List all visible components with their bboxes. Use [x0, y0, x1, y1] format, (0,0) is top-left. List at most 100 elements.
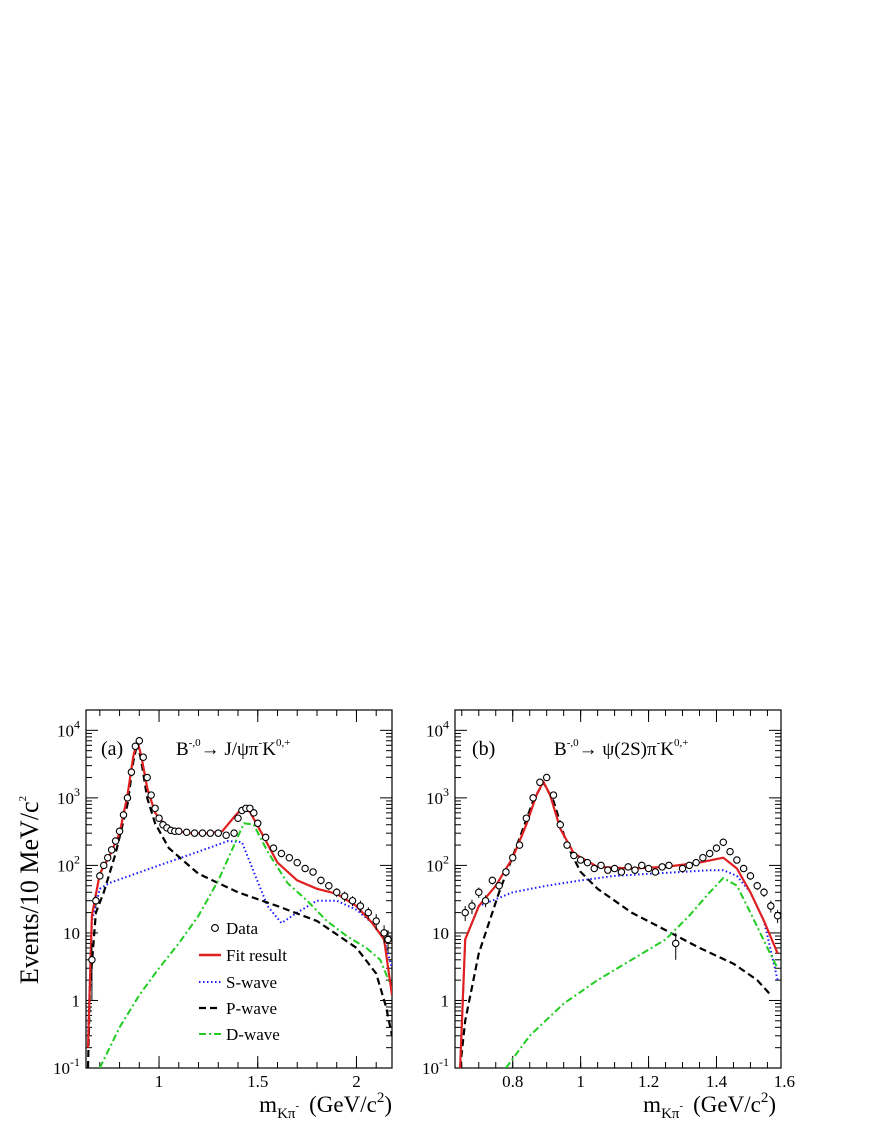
- legend-dwave-label: D-wave: [226, 1025, 280, 1044]
- panel-b-data-point: [576, 856, 585, 864]
- panel-b-data-point: [773, 911, 781, 920]
- panel-b-data-point: [739, 864, 748, 873]
- panel-a-data-point: [143, 773, 151, 782]
- panel-b-data-point: [536, 778, 544, 787]
- y-tick-label: 104: [426, 717, 449, 740]
- panel-b-data-point: [461, 908, 469, 917]
- panel-a-tag: (a): [101, 738, 123, 760]
- panel-a-data-point: [119, 811, 128, 819]
- panel-b-data-point: [502, 868, 510, 876]
- y-tick-label: 10-1: [422, 1055, 449, 1078]
- panel-a-data-point: [175, 827, 183, 836]
- panel-a-data-point: [107, 846, 116, 854]
- x-tick-label: 0.8: [502, 1072, 523, 1091]
- panel-a-data-point: [103, 853, 112, 862]
- panel-a-data-point: [348, 896, 357, 905]
- panel-a-data-point: [198, 829, 207, 837]
- panel-b-data-point: [767, 902, 775, 910]
- legend-item-dwave: D-wave: [199, 1025, 280, 1044]
- panel-b-data-point: [508, 853, 517, 862]
- y-tick-label: 10-1: [53, 1055, 80, 1078]
- panel-a-plot-area: [86, 737, 392, 1068]
- y-tick-label: 1: [72, 991, 81, 1010]
- panel-a-data-point: [131, 742, 140, 751]
- panel-a-data-point: [127, 768, 136, 776]
- x-tick-label: 1: [155, 1072, 164, 1091]
- legend-item-data: Data: [211, 919, 259, 938]
- panel-b-data-point: [563, 841, 571, 849]
- panel-b-data-point: [529, 794, 537, 802]
- panel-b-data-point: [495, 881, 503, 890]
- panel-b-data-point: [705, 849, 714, 858]
- panel-b-frame: [454, 709, 782, 1069]
- panel-b-data-point: [671, 939, 680, 948]
- panel-b-data-point: [468, 902, 476, 910]
- panel-b-data-point: [712, 844, 721, 852]
- panel-b-data-point: [651, 868, 660, 876]
- panel-b-data-point: [488, 876, 497, 885]
- y-tick-label: 1: [441, 991, 450, 1010]
- panel-a-data-point: [372, 917, 380, 925]
- panel-b-data-point: [542, 773, 551, 782]
- panel-b-data-point: [719, 838, 728, 847]
- y-tick-label: 103: [57, 785, 80, 808]
- panel-a-data-point: [151, 804, 159, 813]
- x-tick-label: 1.5: [247, 1072, 268, 1091]
- legend-fit-label: Fit result: [226, 946, 287, 965]
- y-tick-label: 103: [426, 785, 449, 808]
- panel-a-data-point: [147, 791, 155, 799]
- panel-b-data-point: [624, 863, 632, 871]
- svg-text:Events/10 MeV/c2: Events/10 MeV/c2: [15, 796, 44, 984]
- panel-b-plot-area: [459, 773, 781, 1068]
- panel-a-data-point: [285, 853, 294, 862]
- panel-a-data-point: [309, 868, 317, 876]
- panel-b-data-point: [692, 858, 700, 867]
- panel-b-data-point: [549, 791, 558, 799]
- panel-b-data-point: [631, 866, 639, 874]
- panel-b-data-point: [610, 864, 619, 873]
- panel-b-pwave-curve: [459, 781, 772, 1068]
- panel-b-data-point: [604, 866, 612, 874]
- panel-b-tag: (b): [472, 738, 495, 760]
- panel-b-data-point: [644, 864, 653, 873]
- y-axis-title-text: Events/10 MeV/c: [15, 801, 44, 984]
- panel-b-dwave-curve: [505, 877, 779, 1068]
- panel-b-data-point: [733, 856, 741, 864]
- x-tick-label: 1.4: [706, 1072, 728, 1091]
- panel-a-frame: [85, 709, 393, 1069]
- x-tick-label: 1: [576, 1072, 585, 1091]
- panel-b-process: B-,0→ ψ(2S)π-K0,+: [554, 737, 688, 760]
- panel-a-data-point: [135, 737, 144, 745]
- panel-a-data-point: [139, 753, 148, 761]
- panel-b-data-point: [665, 861, 673, 870]
- panel-a-pwave-curve: [86, 741, 392, 1068]
- panel-b-swave-curve: [459, 869, 779, 1068]
- y-tick-label: 104: [57, 717, 80, 740]
- panel-a-data-point: [100, 861, 108, 870]
- panel-b-data-point: [753, 881, 761, 890]
- panel-a-process: B-,0→ J/ψπ-K0,+: [176, 737, 290, 760]
- panel-b-data-point: [726, 847, 734, 856]
- panel-b-data-point: [515, 841, 524, 849]
- panel-a-data-point: [254, 819, 262, 828]
- panel-a-data-point: [234, 814, 242, 822]
- panel-a-data-point: [332, 888, 341, 897]
- panel-b-data-point: [617, 868, 626, 876]
- panel-a-data-point: [182, 828, 191, 836]
- legend-data-marker: [211, 924, 219, 932]
- panel-a-data-point: [293, 858, 301, 867]
- panel-a-data-point: [261, 833, 270, 842]
- panel-b-data-point: [556, 820, 565, 829]
- panel-b-data-point: [658, 863, 666, 871]
- panel-b-data-point: [746, 872, 755, 880]
- panel-a-data-point: [277, 849, 286, 858]
- panel-a-data-point: [115, 827, 124, 836]
- panel-a-data-point: [214, 829, 223, 837]
- legend-item-fit: Fit result: [199, 946, 287, 965]
- legend-item-swave: S-wave: [199, 973, 277, 992]
- panel-a-data-point: [206, 829, 215, 837]
- panel-b-data-point: [699, 853, 707, 862]
